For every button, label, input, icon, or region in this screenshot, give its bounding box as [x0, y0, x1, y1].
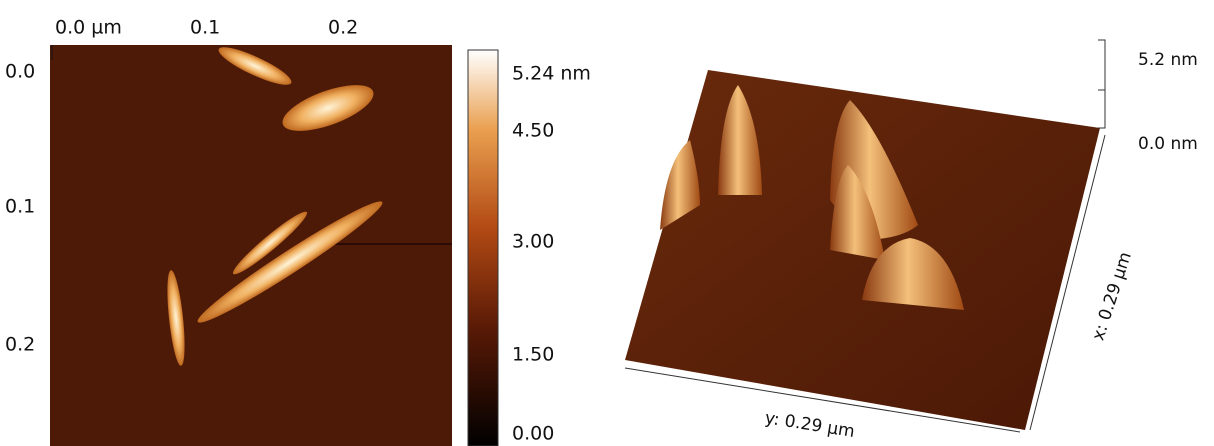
colorbar-label: 5.24 nm [512, 63, 591, 85]
surface-3d [625, 40, 1105, 432]
y-tick-label: 0.1 [5, 196, 35, 218]
y-tick-label: 0.2 [5, 334, 35, 356]
colorbar-label: 0.00 [512, 423, 554, 445]
z-label: 0.0 nm [1138, 134, 1198, 154]
colorbar-label: 4.50 [512, 120, 554, 142]
x-tick-label: 0.2 [328, 17, 358, 39]
afm-figure: 0.0 µm 0.1 0.2 0.0 0.1 0.2 5.24 nm 4.50 … [0, 0, 1214, 446]
z-label: 5.2 nm [1138, 50, 1198, 70]
colorbar-label: 3.00 [512, 231, 554, 253]
y-tick-label: 0.0 [5, 61, 35, 83]
colorbar-label: 1.50 [512, 344, 554, 366]
x-tick-label: 0.1 [190, 17, 220, 39]
height-map [50, 41, 452, 446]
x-axis-label: x: 0.29 µm [1088, 250, 1135, 344]
colorbar [468, 50, 498, 446]
map-background [50, 45, 452, 446]
y-axis-label: y: 0.29 µm [763, 408, 856, 442]
x-tick-label: 0.0 µm [55, 17, 122, 39]
z-axis [1098, 40, 1105, 128]
